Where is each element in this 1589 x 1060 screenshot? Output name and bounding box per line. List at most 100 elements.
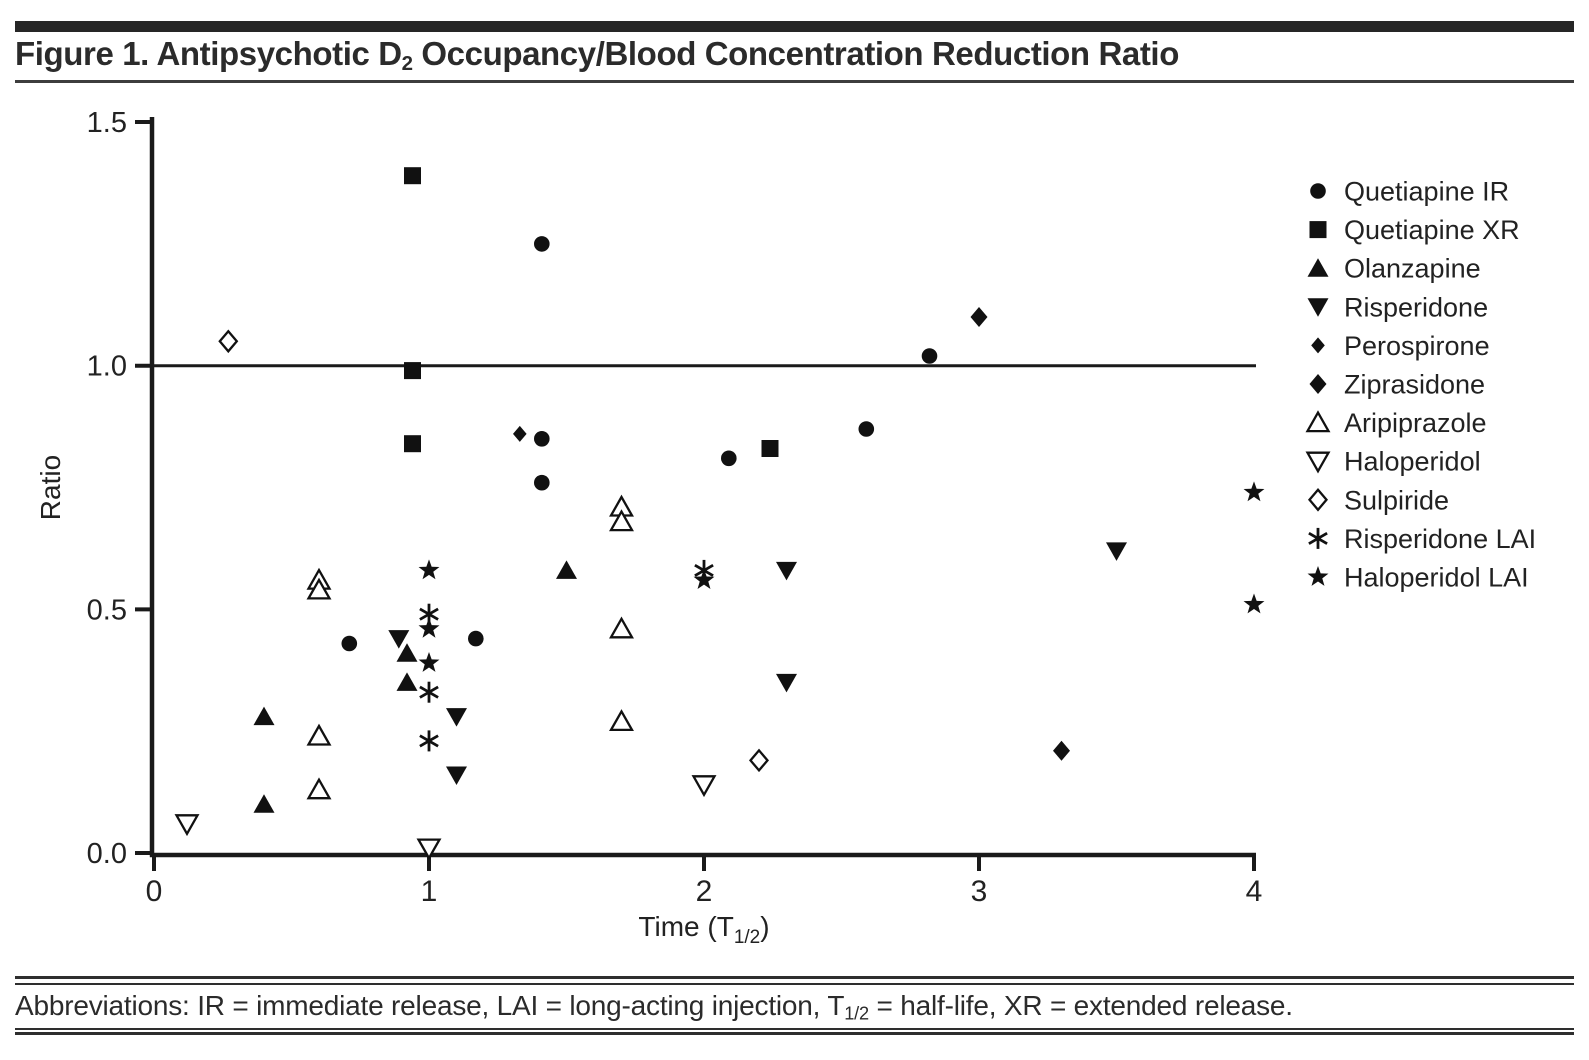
abbreviations-suffix: = half-life, XR = extended release. bbox=[868, 990, 1294, 1021]
footer-rule-bottom-thick bbox=[15, 1032, 1574, 1035]
point-risperidone-lai bbox=[419, 730, 439, 752]
point-olanzapine bbox=[253, 794, 275, 813]
legend-label: Haloperidol bbox=[1344, 447, 1481, 477]
series-perospirone bbox=[513, 425, 527, 442]
legend-item-perospirone: Perospirone bbox=[1311, 331, 1490, 361]
header-rule bbox=[15, 80, 1574, 83]
point-quetiapine-xr bbox=[761, 440, 779, 457]
point-quetiapine-ir bbox=[721, 450, 737, 467]
abbreviations-prefix: Abbreviations: IR = immediate release, L… bbox=[15, 990, 845, 1021]
point-risperidone-lai bbox=[419, 681, 439, 703]
legend-marker-triangle-up-icon bbox=[1307, 258, 1329, 277]
point-haloperidol-lai bbox=[693, 569, 715, 589]
legend-item-risperidone: Risperidone bbox=[1307, 292, 1488, 322]
legend-label: Aripiprazole bbox=[1344, 408, 1487, 438]
point-quetiapine-ir bbox=[534, 474, 550, 491]
legend-item-aripiprazole: Aripiprazole bbox=[1305, 408, 1487, 438]
point-aripiprazole bbox=[306, 777, 332, 800]
series-quetiapine-xr bbox=[404, 167, 779, 457]
legend-item-haloperidol-lai: Haloperidol LAI bbox=[1307, 563, 1529, 593]
point-haloperidol-lai bbox=[1243, 593, 1265, 614]
series-risperidone-lai bbox=[419, 559, 714, 752]
y-tick-label: 0.5 bbox=[87, 594, 127, 626]
x-tick-label: 4 bbox=[1246, 875, 1263, 908]
legend-marker-diamond-icon bbox=[1309, 374, 1327, 394]
x-tick-label: 1 bbox=[421, 875, 438, 908]
series-risperidone bbox=[388, 542, 1127, 785]
legend-label: Perospirone bbox=[1344, 331, 1490, 361]
legend-item-ziprasidone: Ziprasidone bbox=[1309, 370, 1485, 400]
point-risperidone bbox=[1106, 542, 1127, 561]
legend-marker-asterisk-icon bbox=[1308, 527, 1328, 549]
series-haloperidol-lai bbox=[418, 481, 1265, 672]
point-haloperidol bbox=[691, 775, 717, 798]
point-sulpiride bbox=[748, 748, 770, 773]
legend-item-olanzapine: Olanzapine bbox=[1307, 254, 1481, 284]
point-aripiprazole bbox=[609, 709, 634, 732]
footer-rule-bottom-thin bbox=[15, 1028, 1574, 1030]
x-tick-label: 3 bbox=[971, 875, 988, 908]
legend-marker-circle-icon bbox=[1310, 183, 1326, 199]
point-haloperidol-lai bbox=[418, 652, 440, 672]
point-haloperidol-lai bbox=[418, 559, 440, 580]
legend: Quetiapine IR Quetiapine XR Olanzapine Risp… bbox=[1305, 177, 1536, 593]
point-ziprasidone bbox=[1053, 740, 1070, 761]
point-haloperidol-lai bbox=[418, 617, 440, 638]
legend-marker-triangle-down-icon bbox=[1307, 298, 1329, 317]
x-tick-label: 0 bbox=[146, 875, 163, 908]
legend-item-risperidone-lai: Risperidone LAI bbox=[1308, 524, 1536, 554]
point-quetiapine-ir bbox=[468, 630, 484, 647]
legend-label: Haloperidol LAI bbox=[1344, 563, 1529, 593]
point-aripiprazole bbox=[306, 577, 332, 600]
point-perospirone bbox=[513, 425, 527, 442]
legend-marker-diamond-small-icon bbox=[1311, 337, 1325, 354]
point-haloperidol bbox=[416, 838, 442, 861]
figure-title-subscript: 2 bbox=[401, 51, 413, 75]
legend-label: Ziprasidone bbox=[1344, 370, 1485, 400]
point-risperidone bbox=[388, 630, 410, 649]
legend-marker-triangle-down-open-icon bbox=[1305, 451, 1331, 474]
point-aripiprazole bbox=[306, 723, 332, 746]
point-sulpiride bbox=[218, 329, 239, 354]
point-quetiapine-xr bbox=[404, 362, 421, 380]
scatter-plot: 0.0 0.5 1.0 1.5 0 1 2 3 4 Ratio Time (T1/2) Quetiap… bbox=[35, 107, 1536, 948]
figure-title-suffix: Occupancy/Blood Concentration Reduction … bbox=[412, 35, 1179, 72]
legend-label: Risperidone LAI bbox=[1344, 524, 1536, 554]
point-quetiapine-ir bbox=[341, 635, 358, 652]
abbreviations-text: Abbreviations: IR = immediate release, L… bbox=[15, 990, 1294, 1024]
legend-label: Sulpiride bbox=[1344, 485, 1449, 515]
figure-title-prefix: Figure 1. Antipsychotic D bbox=[15, 35, 402, 72]
point-ziprasidone bbox=[970, 307, 988, 327]
point-olanzapine bbox=[396, 672, 418, 691]
series-sulpiride bbox=[218, 329, 770, 773]
legend-marker-star-icon bbox=[1307, 566, 1329, 586]
point-olanzapine bbox=[253, 706, 275, 726]
legend-item-sulpiride: Sulpiride bbox=[1307, 485, 1449, 515]
series-quetiapine-ir bbox=[341, 236, 938, 652]
point-risperidone bbox=[446, 708, 467, 727]
figure-title: Figure 1. Antipsychotic D2 Occupancy/Blo… bbox=[15, 34, 1575, 74]
legend-label: Olanzapine bbox=[1344, 254, 1481, 284]
series-olanzapine bbox=[253, 560, 577, 813]
point-quetiapine-xr bbox=[404, 435, 421, 453]
legend-item-quetiapine-ir: Quetiapine IR bbox=[1310, 177, 1509, 207]
y-tick-label: 0.0 bbox=[87, 838, 127, 870]
point-quetiapine-ir bbox=[921, 348, 938, 364]
legend-item-haloperidol: Haloperidol bbox=[1305, 447, 1481, 477]
point-haloperidol-lai bbox=[1243, 481, 1265, 502]
footer-rule-top-thick bbox=[15, 976, 1574, 979]
legend-label: Quetiapine IR bbox=[1344, 177, 1509, 207]
abbreviations-subscript: 1/2 bbox=[844, 1003, 869, 1024]
point-quetiapine-xr bbox=[404, 167, 421, 185]
legend-label: Risperidone bbox=[1344, 292, 1488, 322]
series-aripiprazole bbox=[306, 494, 634, 800]
point-quetiapine-ir bbox=[858, 421, 875, 437]
point-aripiprazole bbox=[609, 616, 634, 639]
point-aripiprazole bbox=[609, 509, 634, 532]
point-risperidone bbox=[446, 766, 467, 785]
point-olanzapine bbox=[556, 560, 577, 579]
series-haloperidol bbox=[174, 775, 717, 861]
legend-marker-triangle-up-open-icon bbox=[1305, 410, 1331, 433]
x-tick-label: 2 bbox=[696, 875, 713, 908]
